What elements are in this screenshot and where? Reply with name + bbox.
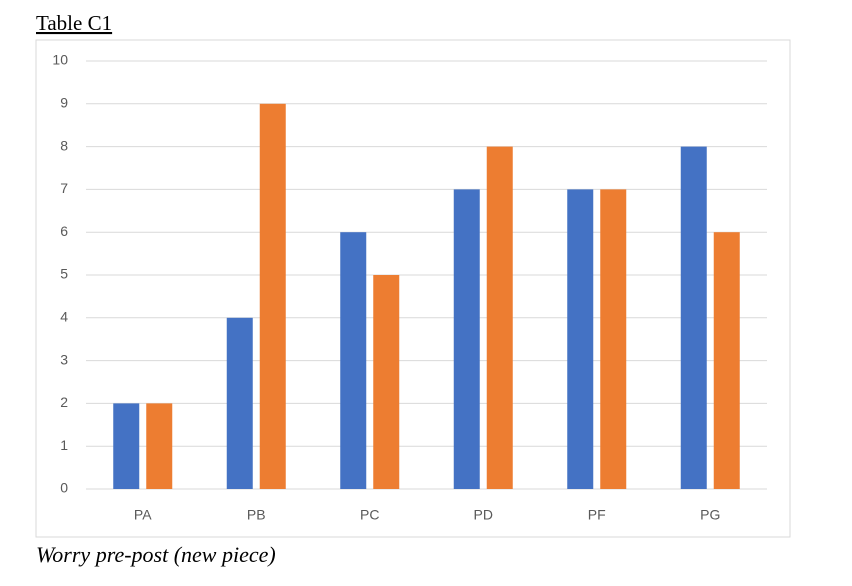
- bar: [373, 275, 400, 489]
- x-tick-label: PA: [134, 507, 152, 523]
- bar: [113, 403, 140, 489]
- bar: [567, 189, 594, 489]
- y-tick-label: 3: [60, 351, 68, 367]
- y-tick-label: 8: [60, 137, 68, 153]
- bar: [340, 232, 367, 489]
- bar: [600, 189, 627, 489]
- chart-title: Table C1: [36, 11, 112, 35]
- y-tick-label: 9: [60, 95, 68, 111]
- bar: [146, 403, 173, 489]
- x-tick-label: PG: [700, 507, 720, 523]
- y-tick-label: 0: [60, 480, 68, 496]
- bar: [486, 146, 513, 489]
- chart-frame: [35, 39, 791, 538]
- bar: [453, 189, 480, 489]
- x-tick-label: PC: [360, 507, 379, 523]
- bar: [713, 232, 740, 489]
- y-tick-label: 5: [60, 266, 68, 282]
- bar: [226, 317, 253, 489]
- y-tick-label: 6: [60, 223, 68, 239]
- y-tick-label: 2: [60, 394, 68, 410]
- bar: [259, 103, 286, 490]
- y-tick-label: 10: [52, 52, 68, 68]
- bar: [680, 146, 707, 489]
- chart-caption: Worry pre-post (new piece): [36, 542, 276, 567]
- x-tick-label: PD: [474, 507, 493, 523]
- y-tick-label: 4: [60, 309, 68, 325]
- y-tick-label: 1: [60, 437, 68, 453]
- x-tick-label: PF: [588, 507, 606, 523]
- y-tick-label: 7: [60, 180, 68, 196]
- x-tick-label: PB: [247, 507, 266, 523]
